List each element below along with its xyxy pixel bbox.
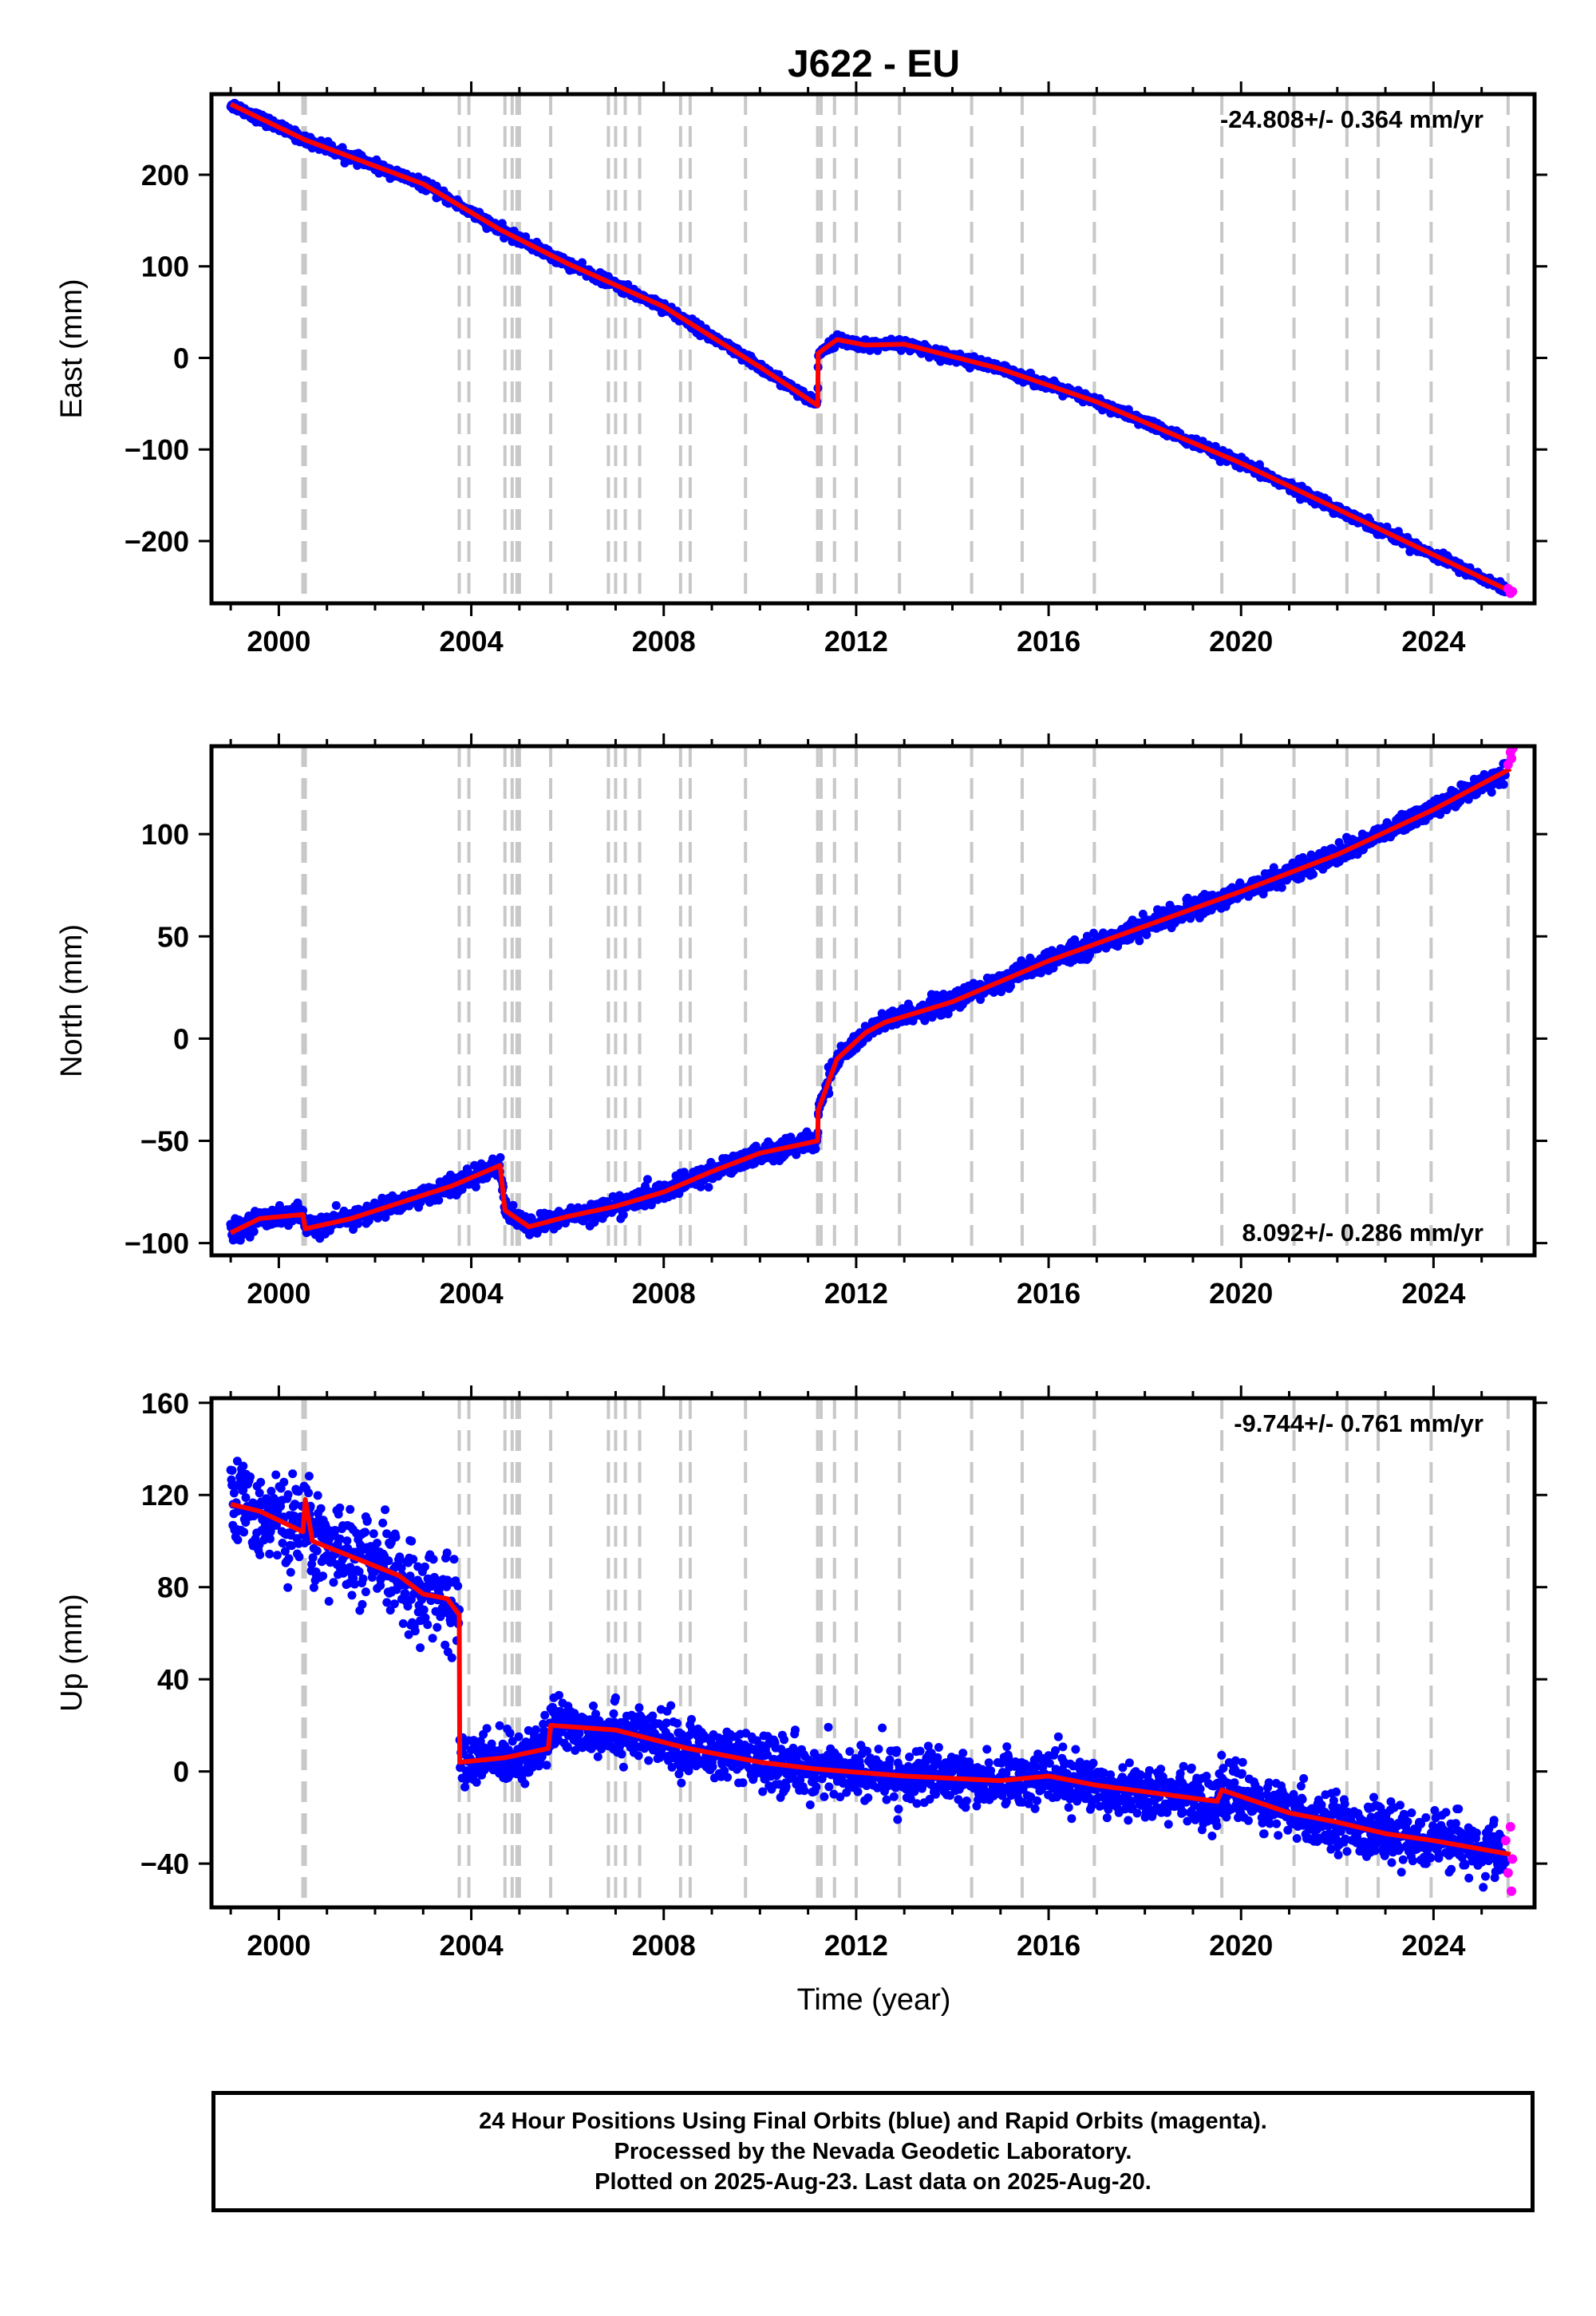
data-point [1296, 873, 1306, 883]
x-tick-label: 2000 [247, 625, 310, 658]
data-point [1135, 936, 1144, 946]
plot-frame [209, 92, 1537, 606]
x-tick-label: 2012 [824, 625, 888, 658]
x-tick-label: 2008 [632, 625, 696, 658]
x-tick-label: 2020 [1209, 625, 1273, 658]
rate-annotation: -24.808+/- 0.364 mm/yr [1220, 105, 1483, 133]
data-point [496, 1152, 505, 1162]
panel-1: 200 100 0 −100 −200 East (mm) 2000 2004 2008 2012… [55, 81, 1547, 658]
data-point [381, 1212, 390, 1222]
rapid-point [1507, 587, 1518, 597]
event-lines [301, 94, 1510, 603]
data-point [508, 1200, 518, 1210]
y-tick-label: 100 [141, 251, 189, 283]
rapid-points [1503, 583, 1518, 599]
y-axis: 200 100 0 −100 −200 [124, 159, 1547, 558]
data-point [1142, 930, 1152, 939]
data-point [696, 1182, 705, 1192]
data-point [1309, 869, 1317, 879]
data-point [618, 1210, 628, 1219]
panels: 200 100 0 −100 −200 East (mm) 2000 2004 2008 2012… [55, 81, 1547, 1962]
y-tick-label: 200 [141, 159, 189, 192]
data-point [811, 1144, 820, 1154]
y-tick-label: 0 [173, 342, 189, 374]
data-point [1277, 883, 1286, 892]
data-points [226, 98, 1510, 597]
y-axis-label: East (mm) [55, 279, 89, 418]
x-tick-label: 2024 [1401, 625, 1465, 658]
data-point [704, 1183, 713, 1192]
chart-title: J622 - EU [788, 43, 960, 85]
data-point [275, 1201, 284, 1210]
data-point [1138, 909, 1148, 919]
model-line [229, 101, 1512, 594]
data-point [643, 1175, 652, 1184]
data-points [226, 759, 1510, 1245]
x-axis: 2000 2004 2008 2012 2016 2020 2024 [229, 81, 1483, 658]
y-tick-label: −200 [124, 525, 189, 558]
x-tick-label: 2016 [1017, 625, 1080, 658]
data-point [471, 1182, 480, 1192]
data-point [331, 1201, 341, 1210]
data-point [434, 1196, 444, 1205]
y-tick-label: −100 [124, 433, 189, 466]
data-point [249, 1227, 259, 1236]
x-tick-label: 2004 [440, 625, 504, 658]
